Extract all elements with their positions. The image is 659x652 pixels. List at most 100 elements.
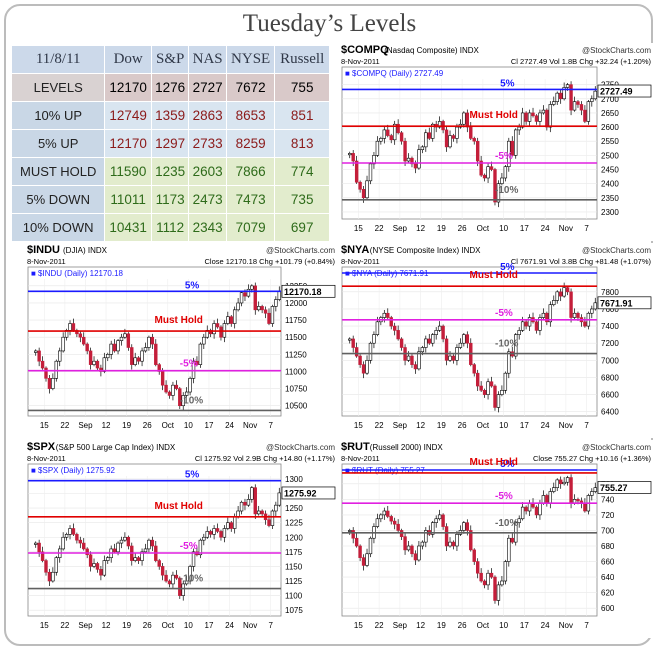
chart-xtick: 19 [437,224,446,233]
chart-plot-area [27,463,282,617]
candle-body [82,542,86,550]
candle-body [202,536,206,541]
candle-body [181,583,185,596]
candle-body [219,531,223,538]
chart-ytick: 1300 [285,475,303,484]
candle-body [375,321,380,335]
candle-body [348,338,352,341]
candle-body [167,391,172,396]
candle-body [562,481,566,485]
candle-body [239,501,244,512]
chart-ytick: 700 [601,526,615,535]
candle-body [202,336,206,345]
candle-body [590,98,594,102]
candle-body [538,317,542,331]
candle-body [507,140,511,167]
candle-body [517,126,521,131]
candle-body [382,129,387,139]
chart-ytick: 10500 [285,402,308,411]
col-dow: Dow [104,45,152,74]
candle-body [68,528,72,535]
candle-body [552,487,556,492]
candle-body [403,140,407,162]
levels-cell: 7079 [225,213,276,242]
chart-ytick: 620 [601,589,615,598]
candle-body [95,563,100,570]
candle-body [427,132,431,139]
candle-body [246,288,251,297]
page-title: Tuesday’s Levels [242,10,417,37]
chart-xtick: 10 [499,421,508,430]
chart-xtick: 19 [437,621,446,630]
candle-body [102,560,107,576]
candle-body [215,323,220,328]
candle-body [569,291,573,318]
chart-xtick: Oct [162,621,175,630]
chart-xtick: 7 [584,621,589,630]
levels-cell: 11011 [104,185,152,214]
candle-body [88,350,93,365]
chart-xtick: 15 [354,621,363,630]
candle-body [85,343,89,352]
candle-body [437,121,442,128]
chart-xtick: 26 [458,421,467,430]
levels-cell: 8653 [225,101,276,130]
candle-body [277,291,281,300]
candle-body [448,135,452,148]
candle-body [178,388,182,407]
candle-body [514,129,518,156]
levels-cell: 735 [274,185,330,214]
candle-body [119,336,124,341]
candle-body [358,545,362,558]
candle-body [437,325,442,331]
chart-legend: ■ $SPX (Daily) 1275.92 [31,466,116,475]
chart-symbol: $SPX [27,441,56,453]
levels-cell: 1235 [150,157,190,186]
candle-body [126,536,131,547]
candle-body [212,323,216,335]
chart-xtick: 17 [520,224,529,233]
chart-xtick: Nov [559,421,573,430]
candle-body [351,153,355,162]
levels-row: 10% DOWN 10431 1112 2343 7079 697 [10,213,330,242]
candle-body [420,347,425,353]
chart-date: 8-Nov-2011 [341,454,380,463]
last-price-tag [597,84,652,98]
candle-body [198,343,203,365]
chart-xtick: Oct [477,224,490,233]
candle-body [361,189,366,199]
level-label: -5% [495,151,513,162]
candle-body [178,577,182,596]
candle-body [68,323,72,331]
chart-xtick: 26 [143,621,152,630]
chart-ytick: 720 [601,511,615,520]
candle-body [184,580,189,585]
candle-body [109,343,113,355]
levels-cell: 11590 [104,157,152,186]
candle-body [441,325,445,340]
levels-cell: 1173 [150,185,190,214]
candle-body [534,506,539,516]
chart-ytick: 740 [601,495,615,504]
candle-body [167,580,172,585]
levels-row-label: 10% DOWN [10,213,106,242]
candle-body [510,537,514,543]
candle-body [431,522,435,535]
candle-body [181,395,185,407]
candle-body [482,174,487,179]
candle-body [274,504,278,512]
chart-ytick: 6400 [601,408,619,417]
chart-ytick: 10750 [285,385,308,394]
candle-body [358,355,362,365]
candle-body [538,502,542,516]
candle-body [396,523,400,531]
candle-body [500,580,504,586]
last-price-tag [281,486,336,500]
candle-body [136,557,141,561]
candle-body [403,536,407,551]
levels-cell: 774 [274,157,330,186]
candle-body [469,126,473,139]
last-price-label: 2727.49 [600,87,633,97]
candle-body [47,378,52,389]
candle-body [524,112,528,122]
